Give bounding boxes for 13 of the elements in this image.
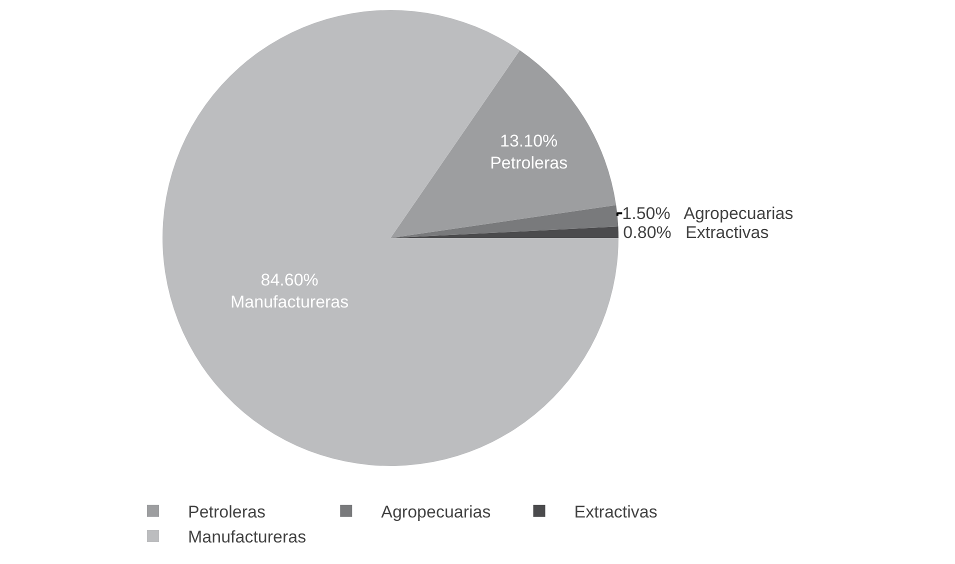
pie-slice	[162, 10, 618, 466]
text: 1.50% Agropecuarias	[622, 204, 794, 223]
legend-label: Manufactureras	[188, 528, 306, 547]
pie-slice	[390, 205, 618, 238]
data-label: 84.60%	[260, 270, 318, 290]
legend-label: Extractivas	[574, 502, 658, 522]
slice-label: Manufactureras	[230, 292, 349, 312]
slice-label: Petroleras	[490, 154, 568, 173]
legend-label: Agropecuarias	[381, 502, 491, 522]
legend-label: Petroleras	[188, 502, 266, 522]
pie-slice	[390, 50, 616, 238]
data-label: 13.10%	[500, 131, 558, 150]
text: 0.80% Extractivas	[623, 222, 769, 242]
